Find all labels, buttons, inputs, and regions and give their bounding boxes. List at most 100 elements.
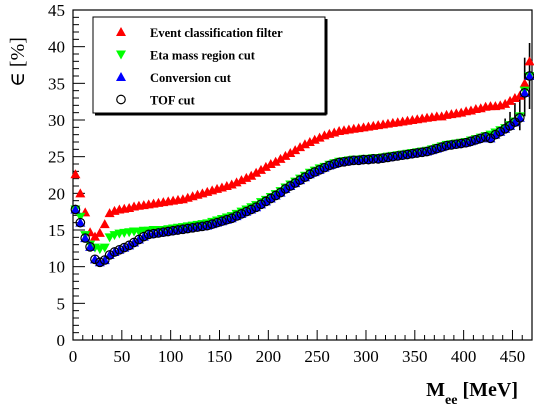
data-point xyxy=(212,217,222,228)
data-point xyxy=(280,150,291,160)
data-point xyxy=(290,178,301,188)
data-point xyxy=(95,257,105,268)
data-point xyxy=(422,146,432,157)
legend-label: TOF cut xyxy=(150,94,196,108)
x-tick-label: 350 xyxy=(402,347,428,366)
data-point xyxy=(75,212,86,222)
data-point xyxy=(85,241,96,251)
data-point xyxy=(334,157,344,168)
data-point xyxy=(519,87,530,97)
data-point xyxy=(412,148,423,158)
data-point xyxy=(299,172,310,182)
data-point xyxy=(314,165,325,175)
y-tick-label: 35 xyxy=(48,74,65,93)
data-point xyxy=(138,231,149,242)
data-point xyxy=(270,190,281,200)
data-point xyxy=(505,95,516,105)
data-point xyxy=(519,78,530,88)
y-tick-label: 25 xyxy=(48,148,65,167)
data-point xyxy=(275,153,286,163)
data-point xyxy=(207,219,218,229)
data-point xyxy=(300,172,310,183)
data-point xyxy=(173,225,183,235)
data-point xyxy=(470,134,481,145)
data-point xyxy=(217,216,227,227)
data-point xyxy=(143,229,154,240)
x-tick-label: 450 xyxy=(500,347,526,366)
data-point xyxy=(500,98,511,108)
data-point xyxy=(285,148,296,157)
data-point xyxy=(344,156,354,166)
data-point xyxy=(90,254,100,265)
data-point xyxy=(114,244,125,255)
data-point xyxy=(119,242,130,253)
data-point xyxy=(285,181,296,191)
legend-marker xyxy=(116,94,126,105)
y-tick-label: 5 xyxy=(57,294,66,313)
data-point xyxy=(339,156,349,167)
data-point xyxy=(104,250,115,260)
data-point xyxy=(353,155,364,166)
data-point xyxy=(446,140,457,150)
data-point xyxy=(392,151,403,161)
x-tick-label: 0 xyxy=(69,347,78,366)
x-axis-label-main: M xyxy=(426,379,445,401)
data-point xyxy=(251,202,262,212)
data-point xyxy=(129,237,140,247)
data-point xyxy=(441,140,452,151)
data-point xyxy=(436,142,447,152)
data-point xyxy=(368,154,379,164)
legend: Event classification filter Eta mass regi… xyxy=(92,16,328,116)
data-point xyxy=(280,183,291,193)
data-point xyxy=(99,219,110,229)
data-point xyxy=(70,204,81,215)
data-point xyxy=(236,209,247,219)
data-point xyxy=(129,237,139,248)
data-point xyxy=(466,136,476,147)
data-point xyxy=(383,152,393,163)
data-point xyxy=(70,169,81,179)
y-tick-label: 30 xyxy=(48,111,65,130)
data-point xyxy=(407,148,418,159)
x-tick-label: 400 xyxy=(451,347,477,366)
data-point xyxy=(270,190,281,201)
data-point xyxy=(202,220,213,231)
data-point xyxy=(490,129,501,139)
data-point xyxy=(251,202,261,213)
data-point xyxy=(197,221,208,232)
y-tick-label: 0 xyxy=(57,331,66,350)
x-tick-label: 150 xyxy=(207,347,233,366)
data-point xyxy=(495,126,506,137)
data-point xyxy=(260,161,271,171)
data-point xyxy=(295,175,305,185)
x-tick-label: 250 xyxy=(304,347,330,366)
data-point xyxy=(109,247,120,257)
data-point xyxy=(309,167,320,177)
data-point xyxy=(182,223,193,234)
data-point xyxy=(285,181,296,190)
data-point xyxy=(514,90,525,100)
data-point xyxy=(524,71,534,80)
data-point xyxy=(363,154,374,165)
y-tick-label: 10 xyxy=(48,258,65,277)
data-point xyxy=(124,240,135,251)
data-point xyxy=(163,226,174,237)
data-point xyxy=(427,145,437,155)
data-point xyxy=(260,196,271,206)
data-point xyxy=(451,139,462,150)
data-point xyxy=(89,231,100,241)
legend-marker xyxy=(116,50,126,60)
legend-label: Event classification filter xyxy=(150,26,283,40)
data-point xyxy=(261,196,271,207)
x-axis-label-unit: [MeV] xyxy=(457,379,518,401)
data-point xyxy=(192,222,203,232)
x-tick-label: 100 xyxy=(158,347,184,366)
series-3 xyxy=(70,71,534,268)
data-point xyxy=(89,254,100,264)
y-tick-label: 20 xyxy=(48,184,65,203)
data-point xyxy=(461,137,471,148)
data-point xyxy=(319,162,330,173)
data-point xyxy=(221,214,232,225)
legend-marker xyxy=(116,27,126,36)
